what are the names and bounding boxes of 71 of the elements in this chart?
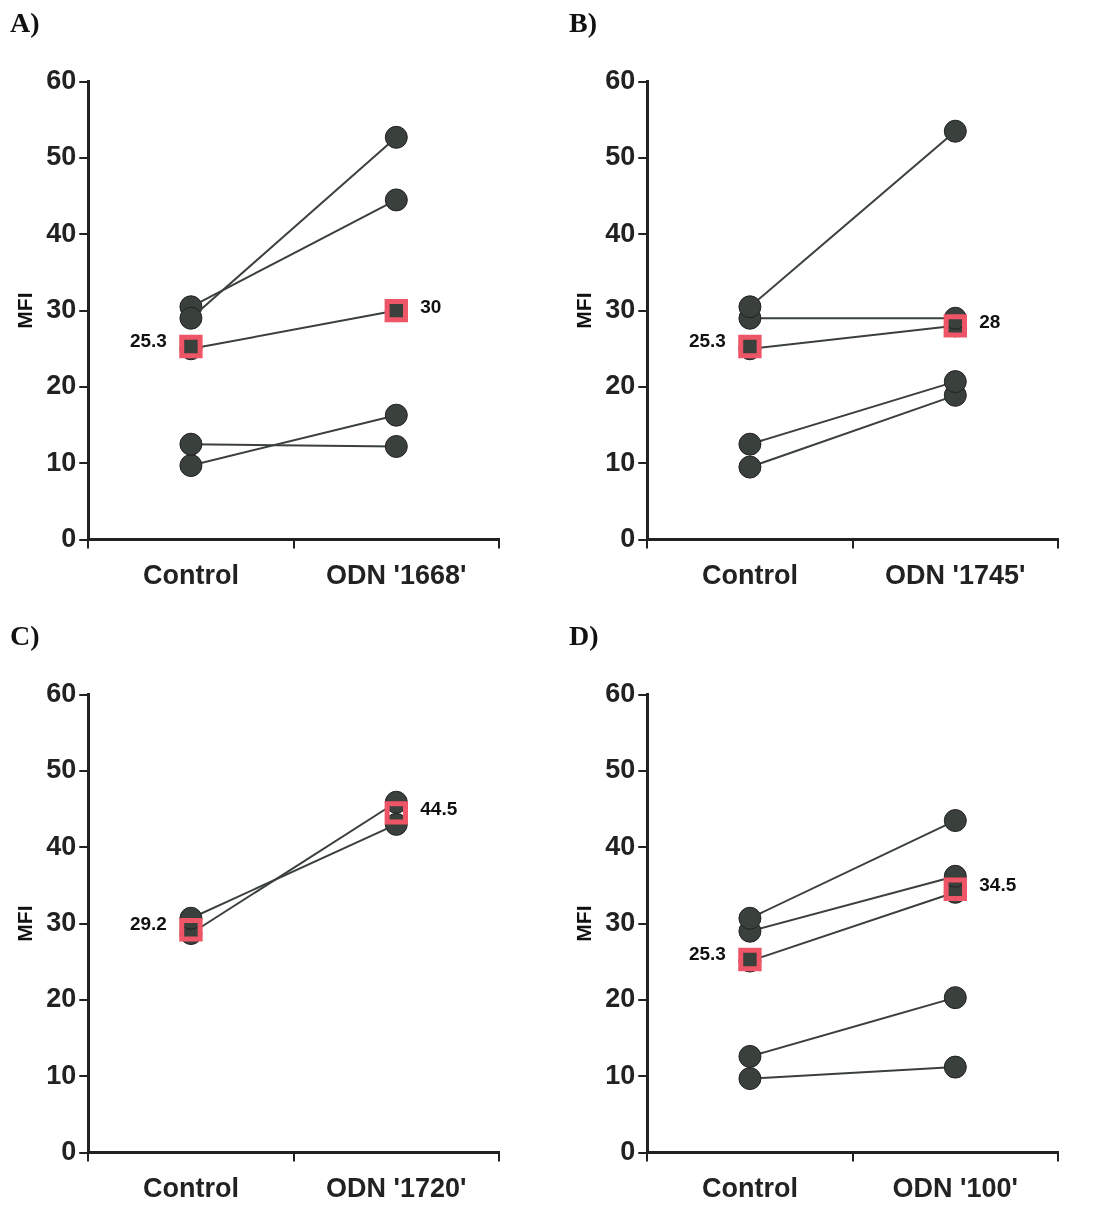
y-tick-label: 10 [605,1059,636,1090]
y-tick-label: 60 [46,678,77,709]
x-tick-label: Control [701,1173,798,1204]
y-tick-label: 30 [605,294,636,325]
point [738,295,762,319]
y-tick-label: 50 [46,754,77,785]
data-label: 30 [420,295,442,317]
chart-title: B) [569,7,597,39]
y-tick-label: 50 [605,141,636,172]
point [943,1055,967,1079]
data-label: 34.5 [979,874,1017,896]
chart-title: D) [569,620,599,652]
x-tick-label: Control [701,560,798,591]
x-tick-label: ODN '100' [892,1173,1018,1204]
point [384,125,408,149]
point [943,119,967,143]
point [179,454,203,478]
y-tick-label: 40 [46,830,77,861]
y-tick-label: 20 [605,370,636,401]
y-tick-label: 0 [620,523,636,554]
y-tick-label: 60 [46,65,77,96]
y-tick-label: 0 [61,1136,77,1167]
y-tick-label: 60 [605,65,636,96]
point [384,434,408,458]
y-tick-label: 60 [605,678,636,709]
data-label: 25.3 [688,329,726,351]
y-tick-label: 30 [605,907,636,938]
y-tick-label: 20 [46,370,77,401]
y-axis-title: MFI [13,905,37,942]
point [179,306,203,330]
x-tick-label: ODN '1745' [885,560,1026,591]
point [738,455,762,479]
y-tick-label: 40 [605,217,636,248]
y-tick-label: 0 [620,1136,636,1167]
data-label: 25.3 [129,329,167,351]
point [738,1044,762,1068]
y-tick-label: 40 [605,830,636,861]
point [738,906,762,930]
y-tick-label: 40 [46,217,77,248]
point [384,801,408,825]
point [384,403,408,427]
point [384,188,408,212]
y-axis-title: MFI [572,292,596,329]
y-tick-label: 0 [61,523,77,554]
point [179,432,203,456]
y-tick-label: 20 [46,983,77,1014]
data-label: 44.5 [420,798,458,820]
y-tick-label: 50 [605,754,636,785]
x-tick-label: ODN '1668' [326,560,467,591]
point [943,986,967,1010]
point [738,432,762,456]
y-tick-label: 10 [46,1059,77,1090]
data-label: 29.2 [129,912,167,934]
x-tick-label: Control [142,560,239,591]
y-tick-label: 10 [605,446,636,477]
y-axis-title: MFI [13,292,37,329]
y-tick-label: 10 [46,446,77,477]
chart-title: C) [10,620,40,652]
point [943,370,967,394]
y-tick-label: 30 [46,294,77,325]
x-tick-label: Control [142,1173,239,1204]
chart-title: A) [10,7,40,39]
y-tick-label: 30 [46,907,77,938]
y-axis-title: MFI [572,905,596,942]
point [738,1067,762,1091]
x-tick-label: ODN '1720' [326,1173,467,1204]
data-label: 25.3 [688,942,726,964]
point [943,809,967,833]
y-tick-label: 50 [46,141,77,172]
data-label: 28 [979,311,1001,333]
y-tick-label: 20 [605,983,636,1014]
